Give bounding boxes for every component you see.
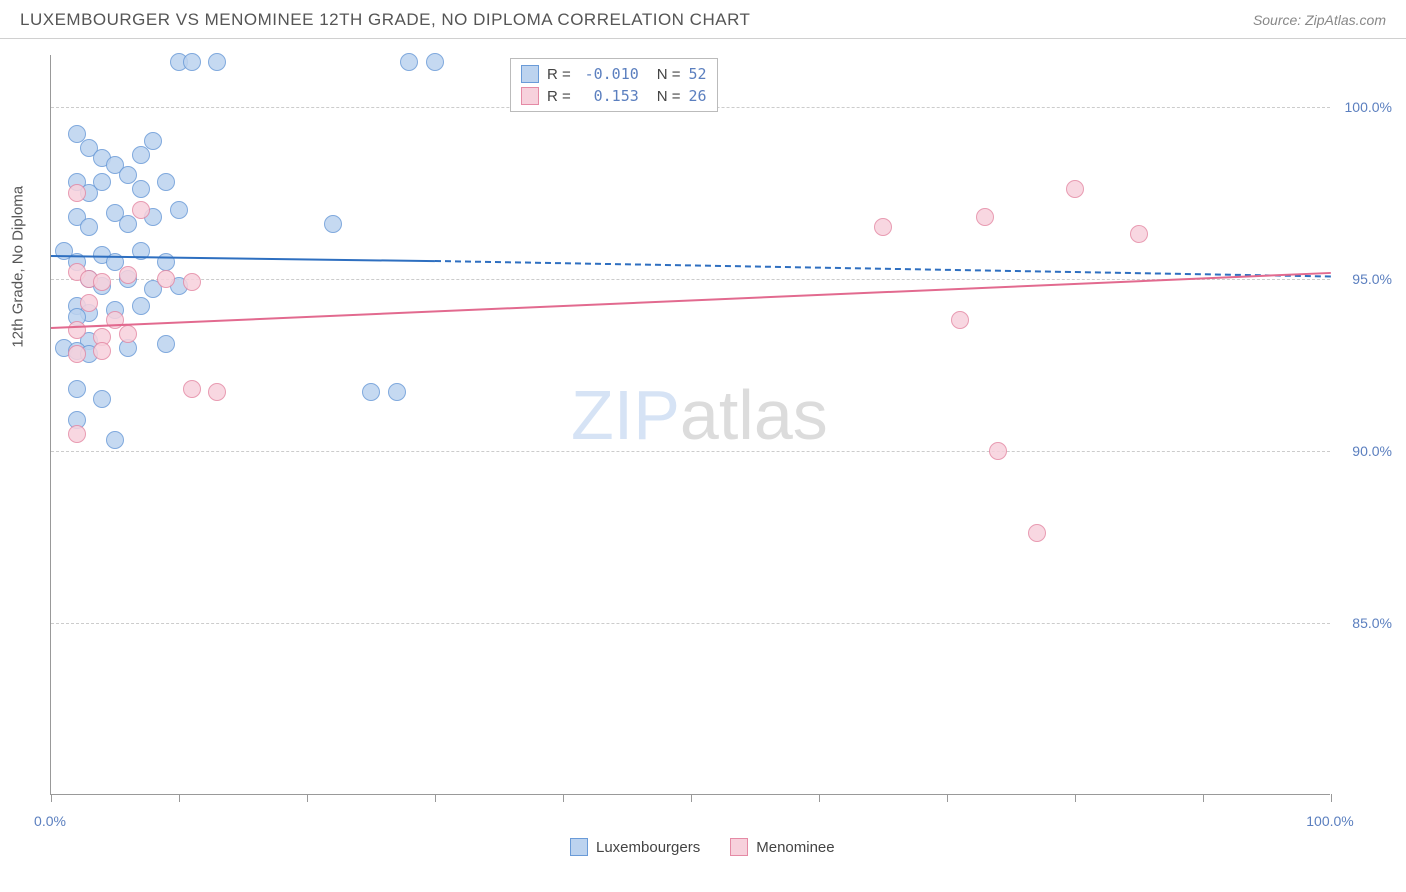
y-tick-label: 100.0%: [1345, 99, 1392, 115]
data-point: [132, 146, 150, 164]
data-point: [68, 184, 86, 202]
x-tick: [307, 794, 308, 802]
x-tick: [1203, 794, 1204, 802]
watermark: ZIPatlas: [571, 375, 828, 455]
data-point: [989, 442, 1007, 460]
data-point: [93, 390, 111, 408]
data-point: [157, 335, 175, 353]
n-value: 26: [689, 87, 707, 105]
data-point: [976, 208, 994, 226]
data-point: [362, 383, 380, 401]
data-point: [183, 53, 201, 71]
gridline: [51, 623, 1330, 624]
data-point: [170, 201, 188, 219]
trend-line: [435, 260, 1331, 277]
x-tick: [819, 794, 820, 802]
legend-swatch: [521, 87, 539, 105]
data-point: [119, 266, 137, 284]
data-point: [132, 297, 150, 315]
data-point: [93, 273, 111, 291]
data-point: [119, 325, 137, 343]
data-point: [157, 270, 175, 288]
data-point: [874, 218, 892, 236]
data-point: [68, 380, 86, 398]
data-point: [80, 294, 98, 312]
data-point: [1066, 180, 1084, 198]
data-point: [183, 273, 201, 291]
watermark-atlas: atlas: [680, 376, 828, 454]
chart-title: LUXEMBOURGER VS MENOMINEE 12TH GRADE, NO…: [20, 10, 750, 30]
n-value: 52: [689, 65, 707, 83]
data-point: [388, 383, 406, 401]
series-legend: Luxembourgers Menominee: [570, 838, 835, 856]
legend-row: R = -0.010 N = 52: [521, 63, 707, 85]
scatter-chart: ZIPatlas 85.0%90.0%95.0%100.0%: [50, 55, 1330, 795]
data-point: [426, 53, 444, 71]
data-point: [68, 321, 86, 339]
data-point: [1130, 225, 1148, 243]
data-point: [324, 215, 342, 233]
data-point: [119, 215, 137, 233]
n-label: N =: [657, 88, 681, 105]
x-tick: [691, 794, 692, 802]
data-point: [93, 173, 111, 191]
y-tick-label: 85.0%: [1352, 615, 1392, 631]
x-tick: [435, 794, 436, 802]
legend-label: Menominee: [756, 839, 834, 856]
data-point: [144, 132, 162, 150]
r-label: R =: [547, 66, 571, 83]
data-point: [157, 253, 175, 271]
gridline: [51, 451, 1330, 452]
legend-label: Luxembourgers: [596, 839, 700, 856]
legend-swatch: [570, 838, 588, 856]
x-tick: [563, 794, 564, 802]
data-point: [68, 345, 86, 363]
data-point: [400, 53, 418, 71]
y-tick-label: 95.0%: [1352, 271, 1392, 287]
trend-line: [51, 272, 1331, 329]
data-point: [1028, 524, 1046, 542]
chart-header: LUXEMBOURGER VS MENOMINEE 12TH GRADE, NO…: [0, 0, 1406, 39]
n-label: N =: [657, 66, 681, 83]
data-point: [157, 173, 175, 191]
r-value: -0.010: [579, 65, 639, 83]
data-point: [208, 383, 226, 401]
watermark-zip: ZIP: [571, 376, 680, 454]
legend-row: R = 0.153 N = 26: [521, 85, 707, 107]
legend-item: Menominee: [730, 838, 834, 856]
data-point: [68, 425, 86, 443]
x-tick: [947, 794, 948, 802]
legend-swatch: [521, 65, 539, 83]
legend-item: Luxembourgers: [570, 838, 700, 856]
data-point: [93, 342, 111, 360]
x-tick-label: 0.0%: [34, 813, 66, 829]
data-point: [80, 218, 98, 236]
y-tick-label: 90.0%: [1352, 443, 1392, 459]
legend-swatch: [730, 838, 748, 856]
data-point: [132, 180, 150, 198]
data-point: [132, 201, 150, 219]
r-label: R =: [547, 88, 571, 105]
data-point: [951, 311, 969, 329]
data-point: [106, 431, 124, 449]
correlation-legend: R = -0.010 N = 52 R = 0.153 N = 26: [510, 58, 718, 112]
x-tick: [1075, 794, 1076, 802]
data-point: [183, 380, 201, 398]
x-tick: [51, 794, 52, 802]
x-tick-label: 100.0%: [1306, 813, 1353, 829]
y-axis-label: 12th Grade, No Diploma: [10, 186, 27, 348]
x-tick: [1331, 794, 1332, 802]
x-tick: [179, 794, 180, 802]
chart-source: Source: ZipAtlas.com: [1253, 12, 1386, 28]
r-value: 0.153: [579, 87, 639, 105]
data-point: [208, 53, 226, 71]
